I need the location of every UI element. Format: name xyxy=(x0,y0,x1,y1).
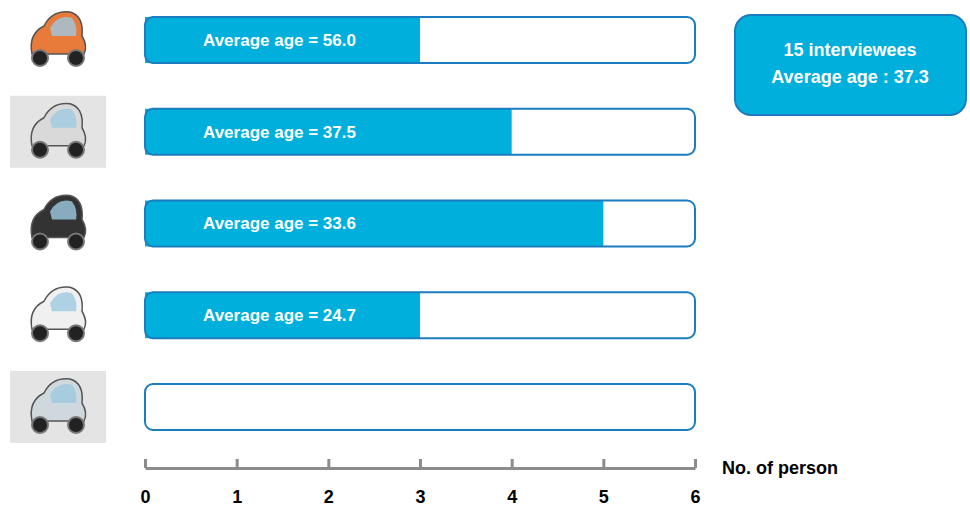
tick-label: 1 xyxy=(232,487,242,507)
icon-body xyxy=(31,104,85,146)
bar-background xyxy=(145,384,695,430)
tick-label: 2 xyxy=(324,487,334,507)
tick: 1 xyxy=(232,459,242,507)
icon-window xyxy=(50,201,77,220)
axis-title: No. of person xyxy=(722,458,838,478)
bar-background xyxy=(145,109,695,155)
tick-label: 6 xyxy=(690,487,700,507)
info-box: 15 interviewees Average age : 37.3 xyxy=(735,15,966,115)
icon-ground xyxy=(10,371,106,443)
tick: 0 xyxy=(140,459,150,507)
bar-outline xyxy=(145,384,695,430)
bar-labels: Average age = 56.0 Average age = 37.5 Aver… xyxy=(203,31,356,325)
bar xyxy=(145,201,603,247)
info-box-background xyxy=(735,15,966,115)
tick: 2 xyxy=(324,459,334,507)
icon-ground xyxy=(10,188,106,260)
tick-label: 3 xyxy=(415,487,425,507)
icon-wheel xyxy=(68,142,84,158)
tick-label: 5 xyxy=(599,487,609,507)
tick-label: 0 xyxy=(140,487,150,507)
tick: 4 xyxy=(507,459,517,507)
icon-wheel xyxy=(68,417,84,433)
icon-body xyxy=(31,379,85,421)
vehicle-icon xyxy=(10,96,106,168)
x-axis: 0 1 2 3 4 5 6 xyxy=(140,459,700,507)
tick: 5 xyxy=(599,459,609,507)
bar-outlines xyxy=(145,17,695,430)
icons xyxy=(10,4,106,443)
tick-label: 4 xyxy=(507,487,517,507)
icon-wheel xyxy=(68,325,84,341)
icon-ground xyxy=(10,96,106,168)
annotation: Average age : 37.3 xyxy=(771,67,928,87)
icon-body xyxy=(31,287,85,329)
icon-window xyxy=(50,384,77,403)
bar xyxy=(145,109,512,155)
bar-label: Average age = 24.7 xyxy=(203,306,356,325)
bar-outline xyxy=(145,201,695,247)
icon-ground xyxy=(10,4,106,76)
bar xyxy=(145,292,420,338)
bar-background xyxy=(145,17,695,63)
tick-mark xyxy=(419,459,422,468)
bar-label: Average age = 56.0 xyxy=(203,31,356,50)
tick-mark xyxy=(694,459,697,468)
tick-mark xyxy=(511,459,514,468)
bar-label: Average age = 37.5 xyxy=(203,123,356,142)
icon-ground xyxy=(10,279,106,351)
icon-window xyxy=(50,292,77,311)
icon-window xyxy=(50,17,77,36)
icon-wheel xyxy=(32,325,48,341)
icon-body xyxy=(31,12,85,54)
vehicle-icon xyxy=(10,279,106,351)
icon-wheel xyxy=(32,142,48,158)
tick-mark xyxy=(327,459,330,468)
icon-wheel xyxy=(32,234,48,250)
icon-wheel xyxy=(68,234,84,250)
bar-outline xyxy=(145,109,695,155)
tick: 6 xyxy=(690,459,700,507)
annotation: 15 interviewees xyxy=(783,40,916,60)
bar-outline xyxy=(145,17,695,63)
bar-frames xyxy=(145,17,695,430)
tick-mark xyxy=(602,459,605,468)
icon-body xyxy=(31,195,85,237)
vehicle-icon xyxy=(10,188,106,260)
bar-background xyxy=(145,292,695,338)
bar-label: Average age = 33.6 xyxy=(203,214,356,233)
chart: Average age = 56.0 Average age = 37.5 Aver… xyxy=(0,0,970,513)
bar-outline xyxy=(145,292,695,338)
bar-background xyxy=(145,201,695,247)
vehicle-icon xyxy=(10,371,106,443)
icon-wheel xyxy=(32,417,48,433)
bar xyxy=(145,17,420,63)
tick-mark xyxy=(236,459,239,468)
icon-window xyxy=(50,109,77,128)
tick: 3 xyxy=(415,459,425,507)
tick-mark xyxy=(144,459,147,468)
icon-wheel xyxy=(68,50,84,66)
bars xyxy=(145,17,603,338)
vehicle-icon xyxy=(10,4,106,76)
icon-wheel xyxy=(32,50,48,66)
